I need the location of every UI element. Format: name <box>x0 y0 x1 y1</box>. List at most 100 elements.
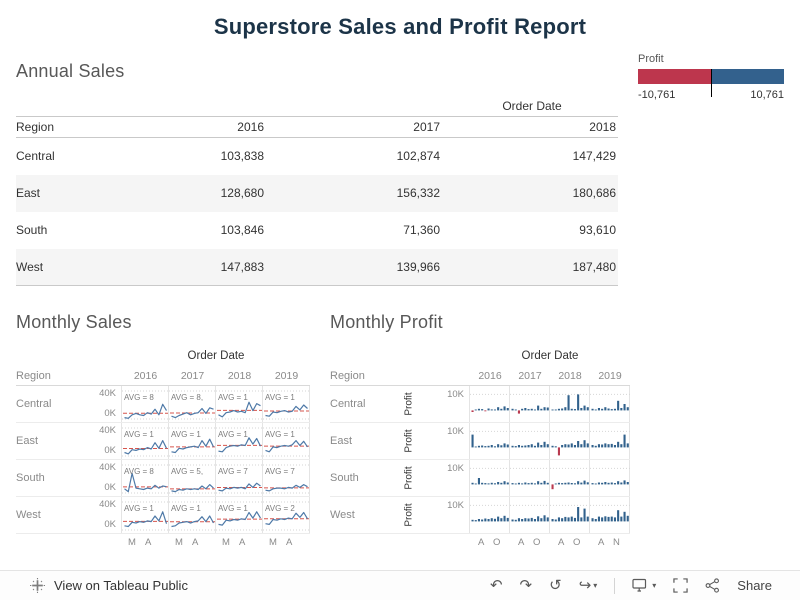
profit-mark-cell[interactable] <box>549 386 590 422</box>
sales-mark-cell[interactable]: AVG = 8 <box>121 386 169 422</box>
annual-value-cell[interactable]: 71,360 <box>403 223 440 237</box>
profit-y-axis: 10K <box>419 460 469 496</box>
y-tick-max: 40K <box>99 462 116 473</box>
x-tick: A <box>598 537 605 548</box>
x-tick: O <box>493 537 501 548</box>
sales-year-header[interactable]: 2019 <box>274 370 299 382</box>
download-icon[interactable]: ▾ <box>632 578 656 593</box>
annual-value-cell[interactable]: 147,883 <box>220 259 264 274</box>
sales-year-header[interactable]: 2018 <box>227 370 252 382</box>
profit-year-header[interactable]: 2018 <box>558 370 582 382</box>
profit-mark-cell[interactable] <box>549 497 590 533</box>
profit-mark-cell[interactable] <box>549 460 590 496</box>
x-tick: A <box>286 537 293 548</box>
profit-legend-bar[interactable] <box>638 69 784 97</box>
profit-mark-cell[interactable] <box>509 460 550 496</box>
sales-mark-cell[interactable]: AVG = 1 <box>262 423 310 459</box>
sales-mark-cell[interactable]: AVG = 1 <box>168 497 216 533</box>
profit-column-headers: Region 2016 2017 2018 2019 <box>330 367 630 386</box>
annual-year-header[interactable]: 2018 <box>589 120 616 134</box>
profit-region-label[interactable]: Central <box>330 398 366 410</box>
sales-mark-cell[interactable]: AVG = 8 <box>121 460 169 496</box>
share-label[interactable]: Share <box>737 578 772 593</box>
sales-mark-cell[interactable]: AVG = 8, <box>168 386 216 422</box>
profit-year-header[interactable]: 2016 <box>478 370 502 382</box>
profit-mark-cell[interactable] <box>589 386 630 422</box>
svg-text:AVG = 1: AVG = 1 <box>124 430 154 439</box>
sales-mark-cell[interactable]: AVG = 1 <box>121 497 169 533</box>
y-tick-10k: 10K <box>447 500 464 511</box>
profit-mark-cell[interactable] <box>589 423 630 459</box>
profit-mark-cell[interactable] <box>509 386 550 422</box>
x-tick: M <box>269 537 277 548</box>
annual-value-cell[interactable]: 147,429 <box>572 149 616 164</box>
sales-region-label[interactable]: West <box>16 509 41 521</box>
profit-mark-cell[interactable] <box>549 423 590 459</box>
profit-region-label[interactable]: West <box>330 509 355 521</box>
x-tick: A <box>192 537 199 548</box>
x-tick: O <box>573 537 581 548</box>
sales-mark-cell[interactable]: AVG = 1 <box>262 386 310 422</box>
profit-mark-cell[interactable] <box>469 386 510 422</box>
sales-y-axis: 40K 0K <box>75 460 121 496</box>
caret-down-icon: ▾ <box>593 580 598 590</box>
profit-region-label[interactable]: East <box>330 435 353 447</box>
annual-value-cell[interactable]: 103,838 <box>220 149 264 164</box>
annual-year-header[interactable]: 2017 <box>413 120 440 134</box>
sales-year-header[interactable]: 2016 <box>133 370 158 382</box>
profit-mark-cell[interactable] <box>469 497 510 533</box>
replay-speed-icon[interactable]: ↪ ▾ <box>579 578 598 593</box>
annual-value-cell[interactable]: 103,846 <box>220 223 264 237</box>
profit-year-header[interactable]: 2017 <box>518 370 542 382</box>
sales-region-label[interactable]: Central <box>16 398 52 410</box>
undo-icon[interactable]: ↶ <box>489 577 503 594</box>
sales-region-label[interactable]: East <box>16 435 39 447</box>
sales-mark-cell[interactable]: AVG = 1 <box>215 497 263 533</box>
sales-row: Central 40K 0K AVG = 8 AVG = 8, AVG = 1 AVG = … <box>16 386 310 423</box>
fullscreen-icon[interactable] <box>673 578 688 593</box>
annual-region-cell[interactable]: Central <box>16 149 55 164</box>
annual-value-cell[interactable]: 93,610 <box>579 223 616 237</box>
sales-mark-cell[interactable]: AVG = 7 <box>262 460 310 496</box>
sales-mark-cell[interactable]: AVG = 2 <box>262 497 310 533</box>
view-on-tableau-public-link[interactable]: View on Tableau Public <box>30 578 188 593</box>
sales-mark-cell[interactable]: AVG = 1 <box>215 423 263 459</box>
profit-mark-cell[interactable] <box>509 497 550 533</box>
sales-mark-cell[interactable]: AVG = 5, <box>168 460 216 496</box>
annual-region-cell[interactable]: East <box>16 186 41 200</box>
profit-mark-cell[interactable] <box>509 423 550 459</box>
annual-value-cell[interactable]: 156,332 <box>396 186 440 200</box>
replay-icon[interactable]: ↺ <box>549 577 562 594</box>
profit-row: East Profit 10K <box>330 423 630 460</box>
monthly-sales-chart: Order Date Region 2016 2017 2018 2019 Central 4… <box>16 350 310 550</box>
profit-mark-cell[interactable] <box>589 460 630 496</box>
redo-icon[interactable]: ↷ <box>519 577 533 594</box>
annual-region-header[interactable]: Region <box>16 120 55 134</box>
profit-year-header[interactable]: 2019 <box>598 370 622 382</box>
sales-row: East 40K 0K AVG = 1 AVG = 1 AVG = 1 AVG = 1 <box>16 423 310 460</box>
sales-year-header[interactable]: 2017 <box>180 370 205 382</box>
profit-region-label[interactable]: South <box>330 472 359 484</box>
profit-mark-cell[interactable] <box>469 423 510 459</box>
svg-text:AVG = 1: AVG = 1 <box>265 430 295 439</box>
svg-text:AVG = 7: AVG = 7 <box>265 467 295 476</box>
sales-mark-cell[interactable]: AVG = 1 <box>215 386 263 422</box>
annual-region-cell[interactable]: South <box>16 223 48 237</box>
annual-value-cell[interactable]: 180,686 <box>572 186 616 200</box>
annual-value-cell[interactable]: 102,874 <box>396 149 440 164</box>
share-icon[interactable] <box>705 578 720 593</box>
annual-region-cell[interactable]: West <box>16 259 44 274</box>
profit-row: West Profit 10K <box>330 497 630 534</box>
profit-mark-cell[interactable] <box>469 460 510 496</box>
profit-legend-labels: -10,761 10,761 <box>638 89 784 101</box>
profit-mark-cell[interactable] <box>589 497 630 533</box>
sales-mark-cell[interactable]: AVG = 7 <box>215 460 263 496</box>
annual-value-cell[interactable]: 139,966 <box>396 259 440 274</box>
sales-mark-cell[interactable]: AVG = 1 <box>168 423 216 459</box>
sales-mark-cell[interactable]: AVG = 1 <box>121 423 169 459</box>
annual-value-cell[interactable]: 128,680 <box>220 186 264 200</box>
annual-value-cell[interactable]: 187,480 <box>572 259 616 274</box>
annual-year-header[interactable]: 2016 <box>237 120 264 134</box>
sales-region-label[interactable]: South <box>16 472 45 484</box>
